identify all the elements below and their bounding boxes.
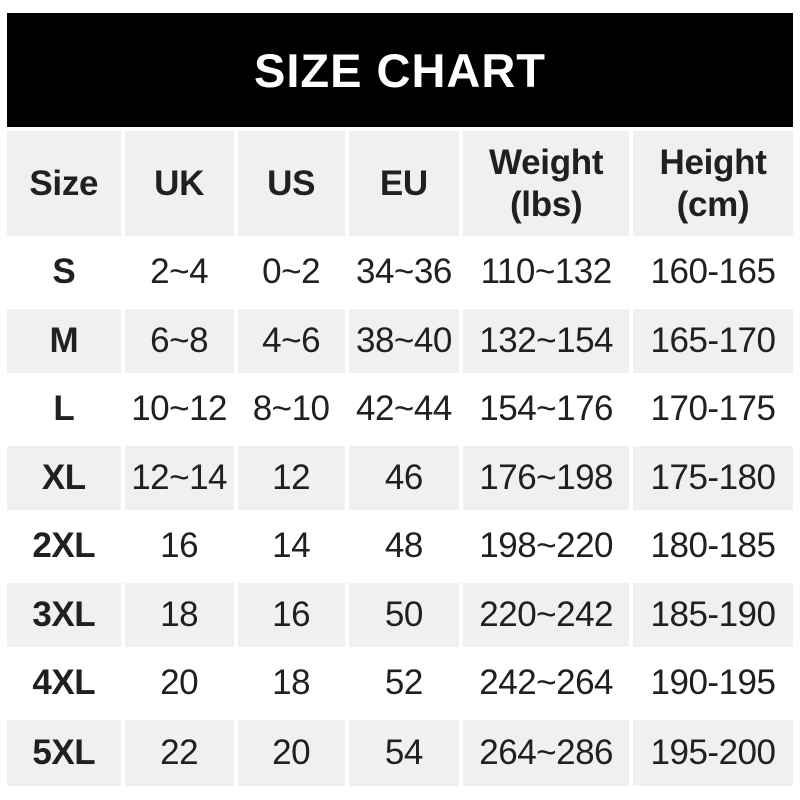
table-row-5xl: 5XL 22 20 54 264~286 195-200 [7, 717, 793, 786]
cell-us: 8~10 [235, 375, 347, 444]
cell-uk: 6~8 [122, 306, 236, 375]
size-table: Size UK US EU Weight (lbs) Height (cm) S… [7, 131, 793, 786]
cell-weight: 176~198 [461, 443, 632, 512]
cell-size: S [7, 238, 123, 307]
cell-height: 160-165 [631, 238, 793, 307]
cell-us: 12 [235, 443, 347, 512]
cell-height: 195-200 [631, 717, 793, 786]
cell-weight: 198~220 [461, 512, 632, 581]
cell-uk: 10~12 [122, 375, 236, 444]
cell-size: XL [7, 443, 123, 512]
header-row: Size UK US EU Weight (lbs) Height (cm) [7, 131, 793, 238]
cell-us: 4~6 [235, 306, 347, 375]
cell-eu: 54 [346, 717, 462, 786]
col-header-weight-line2: (lbs) [509, 184, 583, 224]
cell-size: L [7, 375, 123, 444]
table-row-xl: XL 12~14 12 46 176~198 175-180 [7, 443, 793, 512]
table-row-4xl: 4XL 20 18 52 242~264 190-195 [7, 649, 793, 718]
cell-eu: 46 [346, 443, 462, 512]
col-header-us: US [235, 131, 347, 238]
col-header-height-line2: (cm) [676, 184, 750, 224]
col-header-eu: EU [346, 131, 462, 238]
cell-height: 170-175 [631, 375, 793, 444]
cell-us: 20 [235, 717, 347, 786]
cell-us: 0~2 [235, 238, 347, 307]
cell-us: 18 [235, 649, 347, 718]
cell-uk: 18 [122, 580, 236, 649]
cell-uk: 16 [122, 512, 236, 581]
table-row-m: M 6~8 4~6 38~40 132~154 165-170 [7, 306, 793, 375]
table-row-s: S 2~4 0~2 34~36 110~132 160-165 [7, 238, 793, 307]
banner-title: SIZE CHART [254, 43, 546, 97]
cell-weight: 154~176 [461, 375, 632, 444]
col-header-weight: Weight (lbs) [461, 131, 632, 238]
cell-weight: 242~264 [461, 649, 632, 718]
cell-size: 2XL [7, 512, 123, 581]
cell-height: 175-180 [631, 443, 793, 512]
table-row-2xl: 2XL 16 14 48 198~220 180-185 [7, 512, 793, 581]
cell-weight: 132~154 [461, 306, 632, 375]
cell-eu: 42~44 [346, 375, 462, 444]
cell-eu: 48 [346, 512, 462, 581]
cell-eu: 52 [346, 649, 462, 718]
cell-us: 16 [235, 580, 347, 649]
cell-us: 14 [235, 512, 347, 581]
banner: SIZE CHART [7, 13, 793, 127]
table-row-3xl: 3XL 18 16 50 220~242 185-190 [7, 580, 793, 649]
cell-size: M [7, 306, 123, 375]
col-header-uk: UK [122, 131, 236, 238]
cell-height: 190-195 [631, 649, 793, 718]
cell-size: 3XL [7, 580, 123, 649]
cell-uk: 20 [122, 649, 236, 718]
cell-size: 5XL [7, 717, 123, 786]
cell-height: 185-190 [631, 580, 793, 649]
cell-weight: 220~242 [461, 580, 632, 649]
cell-height: 180-185 [631, 512, 793, 581]
cell-eu: 38~40 [346, 306, 462, 375]
cell-weight: 110~132 [461, 238, 632, 307]
cell-eu: 34~36 [346, 238, 462, 307]
cell-size: 4XL [7, 649, 123, 718]
cell-uk: 12~14 [122, 443, 236, 512]
cell-uk: 22 [122, 717, 236, 786]
cell-height: 165-170 [631, 306, 793, 375]
col-header-height: Height (cm) [631, 131, 793, 238]
cell-uk: 2~4 [122, 238, 236, 307]
col-header-weight-line1: Weight [489, 142, 604, 182]
table-row-l: L 10~12 8~10 42~44 154~176 170-175 [7, 375, 793, 444]
col-header-size: Size [7, 131, 123, 238]
cell-eu: 50 [346, 580, 462, 649]
cell-weight: 264~286 [461, 717, 632, 786]
col-header-height-line1: Height [659, 142, 767, 182]
